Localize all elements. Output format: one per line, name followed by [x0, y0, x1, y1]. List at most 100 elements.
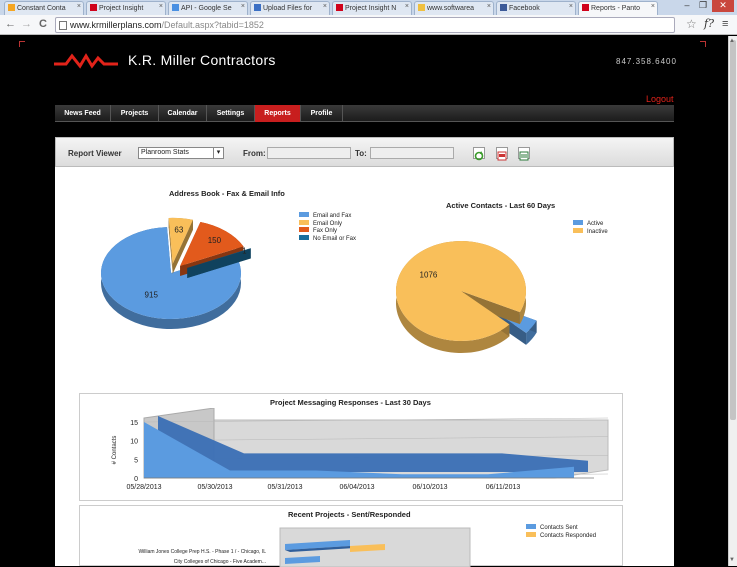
scrollbar-thumb[interactable] — [730, 40, 736, 420]
tab-close-icon[interactable]: × — [404, 3, 409, 10]
page-icon — [59, 21, 67, 30]
tab-close-icon[interactable]: × — [650, 3, 655, 10]
tab-close-icon[interactable]: × — [158, 3, 163, 10]
legend-label: Inactive — [587, 228, 608, 235]
report-content: Report Viewer Planroom Stats ▾ From: To:… — [55, 137, 674, 567]
browser-tab[interactable]: www.softwarea × — [414, 1, 494, 15]
tab-close-icon[interactable]: × — [76, 3, 81, 10]
browser-tab-bar: Constant Conta × Project Insight × API - Goo… — [0, 0, 737, 16]
legend-swatch — [526, 524, 536, 529]
browser-tab[interactable]: Facebook × — [496, 1, 576, 15]
legend-item: Inactive — [573, 227, 608, 235]
bar — [285, 540, 350, 550]
tab-label: API - Google Se — [181, 5, 232, 12]
legend-swatch — [526, 532, 536, 537]
x-tick-label: 06/04/2013 — [339, 484, 374, 491]
y-tick-label: 10 — [130, 439, 138, 446]
browser-tab[interactable]: Reports - Panto × — [578, 1, 658, 16]
tab-close-icon[interactable]: × — [568, 3, 573, 10]
tab-close-icon[interactable]: × — [240, 3, 245, 10]
chart-title-active-contacts: Active Contacts - Last 60 Days — [446, 201, 556, 210]
category-label: City Colleges of Chicago - Five Academ..… — [174, 559, 266, 565]
bar — [350, 544, 385, 552]
tab-label: Project Insight — [99, 5, 144, 12]
refresh-icon[interactable] — [473, 147, 485, 161]
back-button[interactable]: ← — [5, 18, 16, 30]
chart-area: Address Book - Fax & Email Info 915 63 150… — [61, 171, 668, 567]
nav-projects[interactable]: Projects — [111, 105, 159, 122]
legend-swatch — [299, 212, 309, 217]
scroll-up-arrow-icon[interactable]: ▲ — [729, 38, 735, 44]
legend-item: Active — [573, 220, 603, 227]
logout-link[interactable]: Logout — [646, 94, 674, 104]
bar — [285, 556, 320, 564]
browser-tab[interactable]: Constant Conta × — [4, 1, 84, 15]
legend-item: Contacts Responded — [526, 532, 596, 539]
pie-slice-label: 150 — [208, 236, 222, 245]
legend-label: Active — [587, 221, 604, 227]
tab-close-icon[interactable]: × — [322, 3, 327, 10]
company-logo-icon[interactable] — [54, 52, 118, 70]
recent-projects-chart-panel: Recent Projects - Sent/Responded William… — [79, 505, 623, 567]
tab-favicon-icon — [336, 4, 343, 11]
pdf-export-icon[interactable] — [496, 147, 508, 161]
tab-label: Upload Files for — [263, 5, 313, 12]
pie-slice — [187, 248, 251, 278]
category-label: William Jones College Prep H.S. - Phase … — [138, 549, 266, 555]
main-nav: News Feed Projects Calendar Settings Rep… — [55, 105, 674, 122]
address-bar[interactable]: www.krmillerplans.com/Default.aspx?tabid… — [55, 17, 675, 33]
reload-button[interactable]: C — [39, 18, 47, 30]
bookmark-star-icon[interactable]: ☆ — [686, 17, 697, 31]
scroll-down-arrow-icon[interactable]: ▼ — [729, 557, 735, 563]
y-axis-label: # Contacts — [112, 436, 118, 465]
legend-swatch — [299, 234, 309, 240]
extension-icon[interactable]: f? — [704, 17, 714, 30]
url-path: /Default.aspx?tabid=1852 — [161, 20, 264, 30]
browser-tab[interactable]: Upload Files for × — [250, 1, 330, 15]
minimize-button[interactable]: – — [684, 0, 690, 10]
pie-slice-label: 63 — [174, 226, 183, 235]
forward-button[interactable]: → — [21, 18, 32, 30]
messaging-chart-panel: Project Messaging Responses - Last 30 Da… — [79, 393, 623, 501]
x-tick-label: 05/31/2013 — [267, 484, 302, 491]
browser-tab[interactable]: Project Insight N × — [332, 1, 412, 15]
browser-tab[interactable]: API - Google Se × — [168, 1, 248, 15]
tab-favicon-icon — [582, 4, 589, 11]
x-tick-label: 06/10/2013 — [412, 484, 447, 491]
y-tick-label: 5 — [134, 457, 138, 464]
tab-label: Constant Conta — [17, 5, 66, 12]
maximize-button[interactable]: ❐ — [698, 0, 708, 10]
gridline — [143, 417, 609, 423]
tab-label: Reports - Panto — [591, 5, 641, 12]
from-date-input[interactable] — [267, 147, 351, 159]
tab-close-icon[interactable]: × — [486, 3, 491, 10]
tab-favicon-icon — [172, 4, 179, 11]
pie-slice-label: 1076 — [420, 270, 438, 279]
chart-title-messaging: Project Messaging Responses - Last 30 Da… — [270, 398, 431, 407]
area-series — [158, 416, 588, 472]
browser-menu-icon[interactable]: ≡ — [722, 18, 729, 30]
nav-profile[interactable]: Profile — [301, 105, 343, 122]
nav-news-feed[interactable]: News Feed — [55, 105, 111, 122]
report-viewer-label: Report Viewer — [68, 149, 122, 158]
chart-title-address-book: Address Book - Fax & Email Info — [169, 189, 285, 198]
x-tick-label: 05/30/2013 — [197, 484, 232, 491]
legend-swatch — [573, 227, 583, 233]
to-date-input[interactable] — [370, 147, 454, 159]
phone-number: 847.358.6400 — [616, 57, 677, 66]
nav-calendar[interactable]: Calendar — [159, 105, 207, 122]
report-select[interactable]: Planroom Stats ▾ — [138, 147, 224, 159]
y-tick-label: 0 — [134, 476, 138, 483]
legend-label: No Email or Fax — [313, 235, 357, 242]
legend-item: Email Only — [299, 219, 343, 227]
excel-export-icon[interactable] — [518, 147, 530, 161]
nav-reports[interactable]: Reports — [255, 105, 301, 122]
close-window-button[interactable]: ✕ — [712, 0, 734, 12]
corner-mark — [19, 41, 25, 47]
browser-toolbar: ← → C www.krmillerplans.com/Default.aspx… — [0, 15, 737, 35]
legend-label: Email Only — [313, 220, 343, 227]
tab-label: Project Insight N — [345, 5, 397, 12]
browser-tab[interactable]: Project Insight × — [86, 1, 166, 15]
address-book-pie-chart: 915 63 150 1 — [101, 217, 251, 329]
nav-settings[interactable]: Settings — [207, 105, 255, 122]
